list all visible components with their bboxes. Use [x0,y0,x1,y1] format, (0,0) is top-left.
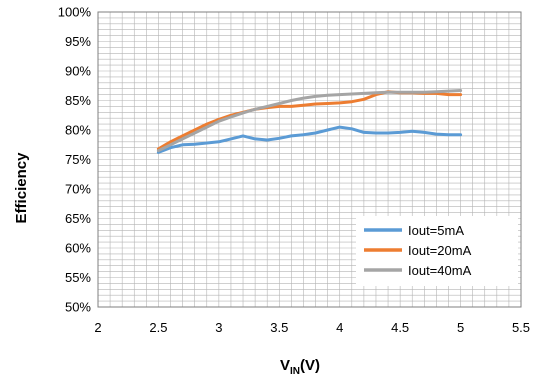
y-tick-label: 50% [65,300,91,315]
y-tick-label: 60% [65,241,91,256]
y-tick-labels: 50% 55% 60% 65% 70% 75% 80% 85% 90% 95% 100% [58,5,92,315]
y-tick-label: 100% [58,5,92,20]
legend-label: Iout=20mA [408,243,472,258]
y-tick-label: 95% [65,34,91,49]
x-axis-title: VIN(V) [280,357,320,377]
x-tick-label: 3.5 [270,320,288,335]
y-tick-label: 70% [65,182,91,197]
x-tick-label: 2.5 [149,320,167,335]
x-tick-labels: 2 2.5 3 3.5 4 4.5 5 5.5 [94,320,530,335]
y-tick-label: 85% [65,93,91,108]
x-tick-label: 5 [457,320,464,335]
y-axis-title: Efficiency [13,152,30,224]
legend-label: Iout=40mA [408,263,472,278]
series-line [156,89,463,153]
x-tick-label: 4.5 [391,320,409,335]
y-tick-label: 75% [65,152,91,167]
plot-area-frame [97,11,522,308]
series-line [156,125,463,154]
y-tick-label: 65% [65,211,91,226]
x-axis-title-main: V [280,357,290,374]
x-tick-label: 5.5 [512,320,530,335]
x-tick-label: 3 [215,320,222,335]
series-lines [156,89,463,154]
x-tick-label: 2 [94,320,101,335]
x-tick-label: 4 [336,320,343,335]
y-tick-label: 80% [65,123,91,138]
x-axis-title-suffix: (V) [300,357,320,374]
x-axis-title-subscript: IN [290,366,300,377]
y-tick-label: 90% [65,64,91,79]
y-tick-label: 55% [65,270,91,285]
legend: Iout=5mA Iout=20mA Iout=40mA [356,216,518,286]
legend-label: Iout=5mA [408,223,464,238]
